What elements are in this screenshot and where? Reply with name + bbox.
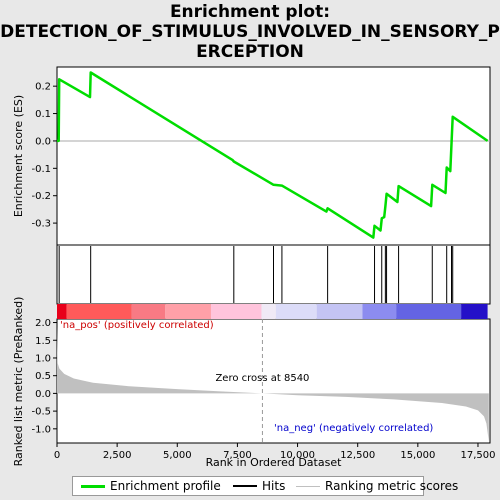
xtick-label: 5,000 (163, 450, 192, 461)
rank-color-segment (210, 304, 262, 319)
legend-hits: Hits (233, 479, 285, 493)
legend-metric: Ranking metric scores (296, 479, 458, 493)
legend: Enrichment profile Hits Ranking metric s… (72, 476, 458, 496)
es-panel (56, 66, 491, 246)
xlabel: Rank in Ordered Dataset (206, 456, 343, 469)
rank-color-segment (275, 304, 317, 319)
metric-ytick-label: 1.0 (35, 353, 51, 364)
xtick-label: 7,500 (223, 450, 252, 461)
neg-correlated-label: 'na_neg' (negatively correlated) (274, 423, 433, 434)
legend-hits-label: Hits (262, 479, 286, 493)
pos-correlated-label: 'na_pos' (positively correlated) (60, 320, 214, 331)
rank-color-segment (165, 304, 211, 319)
legend-metric-label: Ranking metric scores (325, 479, 459, 493)
chart-title-line-2: DETECTION_OF_STIMULUS_INVOLVED_IN_SENSOR… (0, 22, 500, 42)
metric-ytick-label: -1.0 (31, 424, 51, 435)
es-ylabel: Enrichment score (ES) (12, 95, 25, 217)
metric-ytick-label: -0.5 (31, 407, 51, 418)
rank-color-segment (66, 304, 132, 319)
rank-color-segment (261, 304, 276, 319)
metric-ytick-label: 1.5 (35, 336, 51, 347)
enrichment-profile-line (57, 71, 489, 239)
xtick-label: 12,500 (340, 450, 375, 461)
xtick-label: 17,500 (460, 450, 495, 461)
es-ytick-label: 0.2 (35, 82, 51, 93)
es-ytick-label: 0.1 (35, 109, 51, 120)
rank-color-segment (57, 304, 67, 319)
metric-ytick-label: 2.0 (35, 318, 51, 329)
metric-ylabel: Ranked list metric (PreRanked) (12, 297, 25, 467)
rank-color-segment (396, 304, 462, 319)
xtick-label: 0 (54, 450, 60, 461)
legend-metric-swatch (296, 485, 320, 487)
legend-profile-label: Enrichment profile (110, 479, 221, 493)
xtick-label: 2,500 (103, 450, 132, 461)
xtick-label: 10,000 (280, 450, 315, 461)
rank-color-segment (461, 304, 488, 319)
zero-cross-label: Zero cross at 8540 (215, 373, 309, 384)
rank-color-segment (362, 304, 397, 319)
es-ytick-label: -0.3 (31, 219, 51, 230)
xtick-label: 15,000 (400, 450, 435, 461)
metric-ytick-label: 0.0 (35, 389, 51, 400)
es-ytick-label: 0.0 (35, 136, 51, 147)
rank-color-segment (316, 304, 363, 319)
metric-ytick-label: 0.5 (35, 371, 51, 382)
chart-title-line-1: Enrichment plot: (169, 2, 331, 22)
legend-profile: Enrichment profile (81, 479, 221, 493)
legend-profile-swatch (81, 484, 105, 488)
legend-hits-swatch (233, 485, 257, 487)
es-ytick-label: -0.1 (31, 164, 51, 175)
es-ytick-label: -0.2 (31, 191, 51, 202)
rank-color-segment (131, 304, 166, 319)
chart-title-line-3: ERCEPTION (196, 42, 304, 62)
